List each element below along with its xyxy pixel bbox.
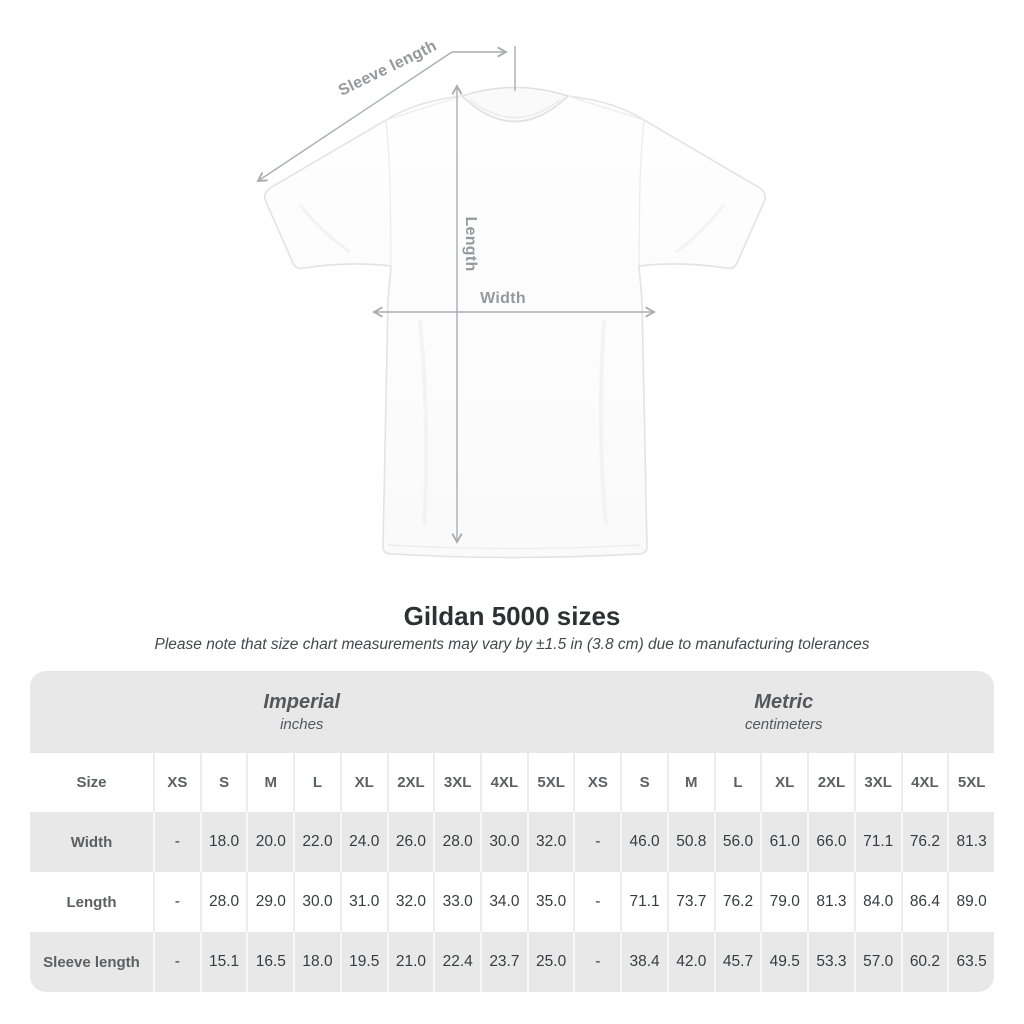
table-cell: 31.0	[339, 872, 387, 932]
tshirt-sleeve-seam-right	[638, 119, 645, 267]
tshirt-fold	[418, 319, 429, 526]
length-label: Length	[462, 216, 479, 272]
tshirt-fold	[298, 204, 351, 254]
table-cell: -	[153, 932, 200, 992]
table-cell: 24.0	[339, 812, 387, 872]
table-cell: 38.4	[620, 932, 667, 992]
table-cell: 16.5	[246, 932, 294, 992]
table-cell: 45.7	[713, 932, 761, 992]
size-column-header: XL	[339, 753, 387, 812]
table-cell: 71.1	[853, 812, 901, 872]
tshirt-shoulder-seam-right	[567, 95, 645, 121]
table-cell: 57.0	[853, 932, 901, 992]
size-column-header: 4XL	[480, 753, 527, 812]
tshirt-fold	[598, 319, 608, 526]
size-column-header: L	[713, 753, 761, 812]
table-cell: 84.0	[853, 872, 901, 932]
size-column-header: M	[666, 753, 714, 812]
table-cell: 20.0	[246, 812, 294, 872]
table-cell: 18.0	[293, 932, 340, 992]
table-cell: 34.0	[480, 872, 527, 932]
table-cell: 60.2	[900, 932, 948, 992]
table-cell: 32.0	[386, 872, 434, 932]
size-column-header: 4XL	[900, 753, 948, 812]
row-label: Length	[30, 872, 153, 932]
size-column-header: XS	[573, 753, 621, 812]
table-cell: 30.0	[293, 872, 340, 932]
table-cell: 61.0	[760, 812, 808, 872]
size-column-header: 3XL	[433, 753, 481, 812]
size-column-header: S	[620, 753, 667, 812]
size-column-header: 5XL	[526, 753, 574, 812]
size-column-header: 3XL	[853, 753, 901, 812]
table-cell: 53.3	[807, 932, 854, 992]
table-cell: 86.4	[900, 872, 948, 932]
size-column-header: XS	[153, 753, 200, 812]
imperial-unit-label: inches	[280, 716, 324, 733]
table-cell: 22.0	[293, 812, 340, 872]
table-cell: 15.1	[199, 932, 247, 992]
tshirt-body	[263, 89, 767, 559]
tolerance-note: Please note that size chart measurements…	[154, 636, 870, 653]
table-cell: -	[573, 932, 621, 992]
table-cell: 29.0	[246, 872, 294, 932]
metric-group-header: Metric centimeters	[573, 671, 994, 753]
tshirt-hem-seam	[387, 544, 641, 550]
table-cell: 81.3	[947, 812, 994, 872]
table-cell: 49.5	[760, 932, 808, 992]
table-cell: -	[573, 872, 621, 932]
table-cell: 21.0	[386, 932, 434, 992]
table-cell: 26.0	[386, 812, 434, 872]
table-cell: 79.0	[760, 872, 808, 932]
table-cell: 63.5	[947, 932, 994, 992]
table-cell: 32.0	[526, 812, 574, 872]
tshirt-diagram	[256, 46, 767, 559]
table-cell: 73.7	[666, 872, 714, 932]
table-cell: 28.0	[433, 812, 481, 872]
size-column-header: 2XL	[386, 753, 434, 812]
table-cell: 76.2	[900, 812, 948, 872]
size-column-header: 2XL	[807, 753, 854, 812]
table-cell: 89.0	[947, 872, 994, 932]
table-cell: 71.1	[620, 872, 667, 932]
row-label: Sleeve length	[30, 932, 153, 992]
size-column-header: M	[246, 753, 294, 812]
table-cell: 46.0	[620, 812, 667, 872]
sleeve-length-arrow	[256, 46, 508, 183]
table-cell: 19.5	[339, 932, 387, 992]
table-cell: -	[153, 872, 200, 932]
metric-label: Metric	[754, 691, 814, 713]
size-table: Imperial inches Metric centimeters Size …	[30, 671, 994, 992]
table-cell: 42.0	[666, 932, 714, 992]
size-column-header: Size	[30, 753, 153, 812]
tshirt-fold	[675, 204, 726, 254]
table-cell: 33.0	[433, 872, 481, 932]
table-cell: 23.7	[480, 932, 527, 992]
table-cell: 56.0	[713, 812, 761, 872]
table-cell: 81.3	[807, 872, 854, 932]
imperial-label: Imperial	[263, 691, 341, 713]
table-cell: 35.0	[526, 872, 574, 932]
table-cell: 18.0	[199, 812, 247, 872]
page-title: Gildan 5000 sizes	[403, 601, 621, 631]
table-cell: 25.0	[526, 932, 574, 992]
table-cell: -	[153, 812, 200, 872]
imperial-group-header: Imperial inches	[30, 671, 574, 753]
width-label: Width	[480, 290, 526, 307]
size-column-header: L	[293, 753, 340, 812]
table-cell: 66.0	[807, 812, 854, 872]
table-cell: 22.4	[433, 932, 481, 992]
row-label: Width	[30, 812, 153, 872]
table-cell: 30.0	[480, 812, 527, 872]
table-cell: 28.0	[199, 872, 247, 932]
table-cell: -	[573, 812, 621, 872]
size-column-header: S	[199, 753, 247, 812]
table-cell: 76.2	[713, 872, 761, 932]
metric-unit-label: centimeters	[744, 716, 823, 733]
size-column-header: 5XL	[947, 753, 994, 812]
size-column-header: XL	[760, 753, 808, 812]
table-cell: 50.8	[666, 812, 714, 872]
